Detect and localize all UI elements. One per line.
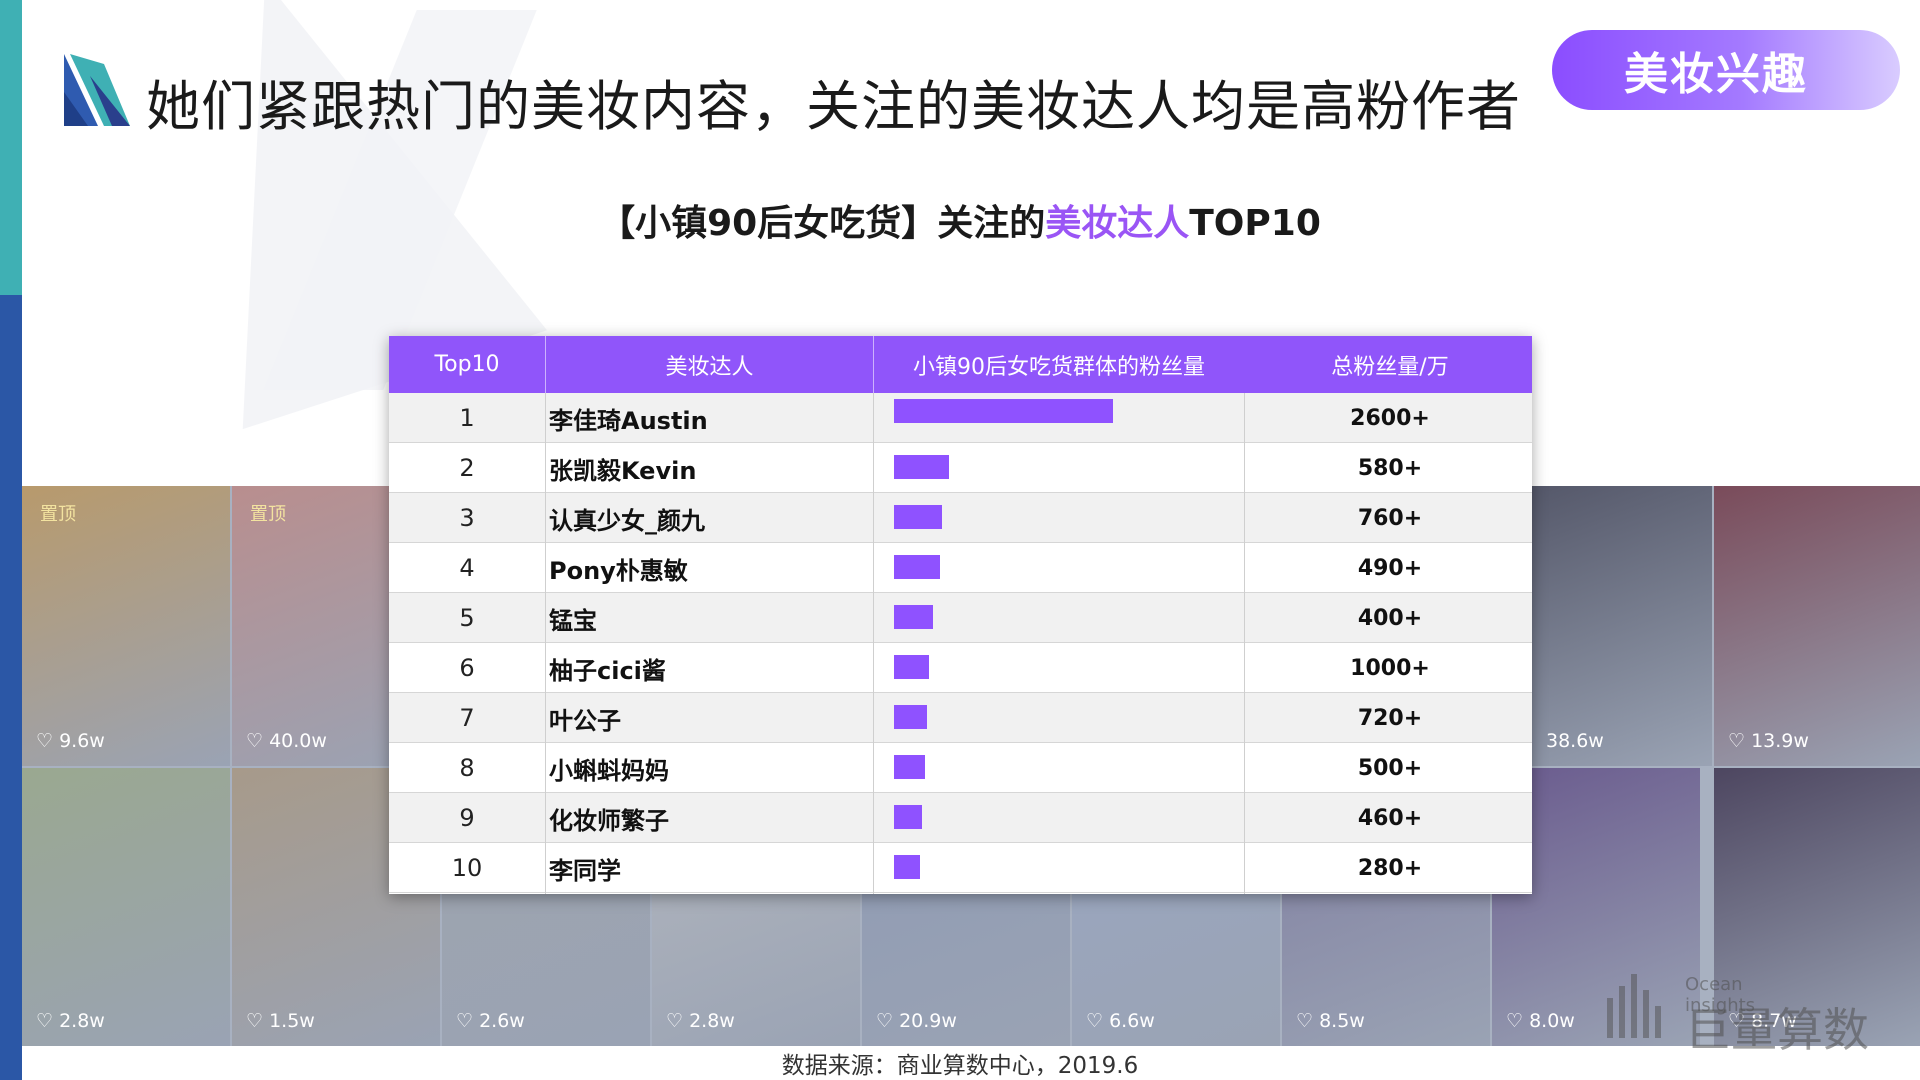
rank-cell: 4 (459, 554, 475, 582)
like-count: ♡ 8.0w (1506, 1010, 1575, 1032)
video-thumbnail: 38.6w (1532, 486, 1712, 766)
rank-cell: 7 (459, 704, 475, 732)
brand-logo-icon (64, 54, 130, 126)
table-row: 6 柚子cici酱 1000+ (389, 643, 1532, 693)
like-count: ♡ 9.6w (36, 730, 105, 752)
fan-volume-bar (894, 399, 1113, 423)
fan-volume-bar (894, 605, 933, 629)
total-fans-cell: 720+ (1357, 705, 1423, 731)
category-tag: 美妆兴趣 (1552, 30, 1900, 110)
total-fans-cell: 2600+ (1350, 405, 1430, 431)
table-row: 9 化妆师繁子 460+ (389, 793, 1532, 843)
total-fans-cell: 490+ (1357, 555, 1423, 581)
accent-strip-top (0, 0, 22, 295)
pinned-badge: 置顶 (40, 504, 76, 525)
like-count: 38.6w (1546, 730, 1604, 752)
table-caption: 【小镇90后女吃货】关注的美妆达人TOP10 (0, 194, 1920, 246)
creator-name-cell: 李佳琦Austin (549, 406, 708, 435)
video-thumbnail: ♡ 13.9w (1714, 486, 1920, 766)
creator-name-cell: 认真少女_颜九 (549, 506, 705, 535)
creator-name-cell: Pony朴惠敏 (549, 556, 688, 585)
column-divider (1244, 393, 1245, 894)
table-row: 5 锰宝 400+ (389, 593, 1532, 643)
col-header-group-fans: 小镇90后女吃货群体的粉丝量 (913, 354, 1205, 380)
rank-cell: 1 (459, 404, 475, 432)
table-row: 1 李佳琦Austin 2600+ (389, 393, 1532, 443)
fan-volume-bar (894, 855, 920, 879)
bars-logo-icon (1607, 974, 1661, 1038)
column-divider (545, 393, 546, 894)
creator-name-cell: 张凯毅Kevin (549, 456, 697, 485)
table-row: 10 李同学 280+ (389, 843, 1532, 893)
like-count: ♡ 2.6w (456, 1010, 525, 1032)
caption-suffix: TOP10 (1189, 203, 1321, 244)
creator-name-cell: 锰宝 (549, 606, 597, 635)
fan-volume-bar (894, 455, 949, 479)
total-fans-cell: 1000+ (1350, 655, 1430, 681)
fan-volume-bar (894, 505, 942, 529)
fan-volume-bar (894, 805, 922, 829)
table-row: 3 认真少女_颜九 760+ (389, 493, 1532, 543)
like-count: ♡ 40.0w (246, 730, 327, 752)
video-thumbnail: ♡ 2.8w (22, 768, 230, 1046)
rank-cell: 2 (459, 454, 475, 482)
rank-cell: 3 (459, 504, 475, 532)
video-thumbnail: ♡ 8.7w (1714, 768, 1920, 1046)
rank-cell: 8 (459, 754, 475, 782)
column-divider (873, 393, 874, 894)
data-source-note: 数据来源：商业算数中心，2019.6 (781, 1053, 1139, 1079)
caption-prefix: 【小镇90后女吃货】关注的 (599, 203, 1046, 244)
total-fans-cell: 400+ (1357, 605, 1423, 631)
like-count: ♡ 20.9w (876, 1010, 957, 1032)
like-count: ♡ 2.8w (36, 1010, 105, 1032)
table-row: 8 小蝌蚪妈妈 500+ (389, 743, 1532, 793)
fan-volume-bar (894, 655, 929, 679)
like-count: ♡ 1.5w (246, 1010, 315, 1032)
rank-cell: 6 (459, 654, 475, 682)
caption-highlight: 美妆达人 (1045, 203, 1190, 244)
total-fans-cell: 760+ (1357, 505, 1423, 531)
like-count: ♡ 8.5w (1296, 1010, 1365, 1032)
creator-name-cell: 小蝌蚪妈妈 (549, 756, 669, 785)
rank-cell: 9 (459, 804, 475, 832)
header-divider (873, 336, 874, 393)
total-fans-cell: 460+ (1357, 805, 1423, 831)
total-fans-cell: 500+ (1357, 755, 1423, 781)
header-divider (545, 336, 546, 393)
video-thumbnail: 置顶 ♡ 9.6w (22, 486, 230, 766)
like-count: ♡ 8.7w (1728, 1010, 1797, 1032)
ranking-table: Top10 美妆达人 小镇90后女吃货群体的粉丝量 总粉丝量/万 1 李佳琦Aus… (389, 336, 1532, 894)
col-header-rank: Top10 (434, 352, 500, 377)
like-count: ♡ 2.8w (666, 1010, 735, 1032)
fan-volume-bar (894, 755, 925, 779)
table-row: 7 叶公子 720+ (389, 693, 1532, 743)
rank-cell: 5 (459, 604, 475, 632)
creator-name-cell: 化妆师繁子 (549, 806, 669, 835)
brand-watermark: Ocean insights 巨量算数 (1605, 968, 1869, 1057)
creator-name-cell: 李同学 (549, 856, 621, 885)
fan-volume-bar (894, 705, 927, 729)
rank-cell: 10 (451, 854, 483, 882)
table-header: Top10 美妆达人 小镇90后女吃货群体的粉丝量 总粉丝量/万 (389, 336, 1532, 393)
col-header-name: 美妆达人 (665, 354, 754, 380)
brand-english: Ocean insights (1685, 974, 1756, 1016)
like-count: ♡ 13.9w (1728, 730, 1809, 752)
table-row: 2 张凯毅Kevin 580+ (389, 443, 1532, 493)
page-title: 她们紧跟热门的美妆内容，关注的美妆达人均是高粉作者 (146, 75, 1521, 138)
total-fans-cell: 280+ (1357, 855, 1423, 881)
pinned-badge: 置顶 (250, 504, 286, 525)
fan-volume-bar (894, 555, 940, 579)
creator-name-cell: 叶公子 (549, 706, 621, 735)
brand-chinese: 巨量算数 (1685, 1003, 1869, 1057)
col-header-total-fans: 总粉丝量/万 (1331, 354, 1449, 380)
total-fans-cell: 580+ (1357, 455, 1423, 481)
accent-strip-bottom (0, 295, 22, 1080)
table-row: 4 Pony朴惠敏 490+ (389, 543, 1532, 593)
like-count: ♡ 6.6w (1086, 1010, 1155, 1032)
creator-name-cell: 柚子cici酱 (549, 656, 666, 685)
